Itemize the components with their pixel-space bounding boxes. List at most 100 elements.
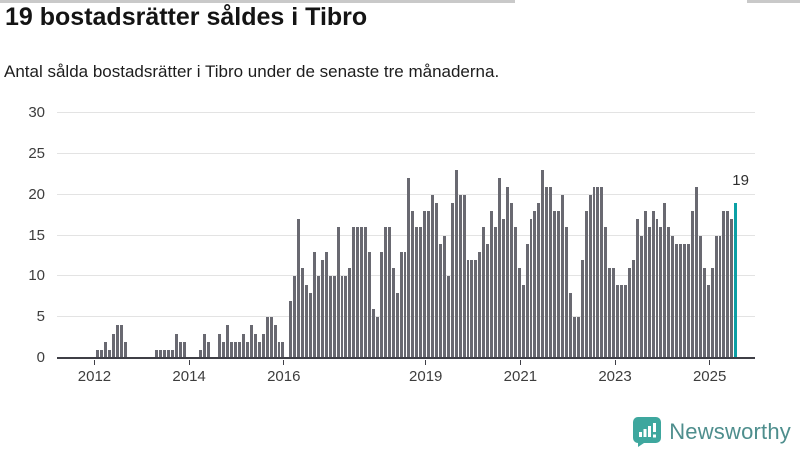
bar-slot xyxy=(482,105,486,358)
bar-slot xyxy=(383,105,388,358)
bar xyxy=(442,235,446,358)
bar-slot xyxy=(631,105,636,358)
bar xyxy=(379,251,383,358)
bar-slot xyxy=(163,105,167,358)
bar-slot xyxy=(553,105,557,358)
bar-slot xyxy=(301,105,305,358)
bar xyxy=(446,276,450,358)
bar-slot xyxy=(159,105,163,358)
bar xyxy=(564,227,568,358)
bar xyxy=(454,170,458,358)
bar xyxy=(155,349,159,358)
bar-slot xyxy=(360,105,364,358)
bar xyxy=(710,268,714,358)
bar xyxy=(423,211,427,358)
bar-slot xyxy=(206,105,211,358)
bar-slot xyxy=(722,105,726,358)
bar-slot xyxy=(427,105,431,358)
bar-slot xyxy=(403,105,408,358)
bar xyxy=(596,186,600,358)
bar xyxy=(120,325,123,358)
x-tick-mark xyxy=(425,360,427,365)
bar-slot xyxy=(525,105,530,358)
bar-series xyxy=(57,105,755,358)
bar xyxy=(553,211,557,358)
bar xyxy=(643,211,647,358)
bar xyxy=(383,227,387,358)
bar xyxy=(419,227,423,358)
bar-slot xyxy=(265,105,270,358)
bar-slot xyxy=(537,105,541,358)
bar xyxy=(344,276,348,358)
bar-slot xyxy=(328,105,333,358)
y-tick-label: 25 xyxy=(28,144,45,162)
bar xyxy=(261,333,265,358)
bar xyxy=(561,194,564,358)
bar-slot xyxy=(320,105,325,358)
bar xyxy=(671,235,675,358)
bar-slot xyxy=(222,105,226,358)
y-axis: 0 5 10 15 20 25 30 xyxy=(0,104,45,366)
newsworthy-chart-bubble-icon xyxy=(633,417,662,447)
bar xyxy=(655,219,659,358)
bar xyxy=(730,219,734,358)
bar-slot xyxy=(171,105,175,358)
bar-slot xyxy=(446,105,451,358)
page-title: 19 bostadsrätter såldes i Tibro xyxy=(5,3,368,31)
x-axis-line xyxy=(57,357,755,359)
bar xyxy=(293,276,297,358)
newsworthy-logo[interactable]: Newsworthy xyxy=(633,417,791,447)
gridline-15 xyxy=(57,234,755,236)
bar xyxy=(600,186,604,358)
y-tick-label: 15 xyxy=(28,226,45,244)
bar-slot xyxy=(179,105,183,358)
bar xyxy=(96,349,100,358)
bar-slot xyxy=(202,105,207,358)
bar-slot xyxy=(218,105,222,358)
bar xyxy=(242,333,246,358)
bar xyxy=(588,194,592,358)
bar-slot xyxy=(494,105,498,358)
bar-slot xyxy=(340,105,345,358)
bar-slot xyxy=(572,105,577,358)
bar xyxy=(545,186,549,358)
bar-slot xyxy=(474,105,478,358)
bar xyxy=(230,341,234,358)
bar-slot xyxy=(352,105,356,358)
bar-slot xyxy=(584,105,589,358)
bar xyxy=(415,227,419,358)
bar xyxy=(616,284,620,358)
bar xyxy=(505,186,509,358)
bar xyxy=(470,260,474,358)
bar xyxy=(478,251,482,358)
bar xyxy=(529,219,533,358)
bar xyxy=(269,317,273,358)
bar-slot xyxy=(364,105,368,358)
bar-slot xyxy=(108,105,112,358)
bar xyxy=(612,268,616,358)
bar xyxy=(627,268,631,358)
bar-slot xyxy=(513,105,518,358)
bar xyxy=(427,211,431,358)
x-tick-label: 2016 xyxy=(267,368,301,385)
bar-slot xyxy=(104,105,108,358)
bar xyxy=(722,211,726,358)
bar xyxy=(568,292,572,358)
bar xyxy=(123,341,127,358)
bar-slot xyxy=(336,105,341,358)
x-tick-mark xyxy=(709,360,711,365)
bar-slot xyxy=(415,105,419,358)
bar-slot xyxy=(529,105,534,358)
bar xyxy=(537,202,541,358)
bar-slot xyxy=(509,105,514,358)
bar-slot xyxy=(679,105,683,358)
bar-slot xyxy=(750,105,754,358)
bar-slot xyxy=(698,105,703,358)
bar-slot xyxy=(368,105,372,358)
bar-slot xyxy=(423,105,427,358)
bar xyxy=(647,227,651,358)
bar xyxy=(206,341,210,358)
bar xyxy=(557,211,561,358)
x-tick-label: 2012 xyxy=(77,368,112,385)
bar xyxy=(289,300,293,358)
